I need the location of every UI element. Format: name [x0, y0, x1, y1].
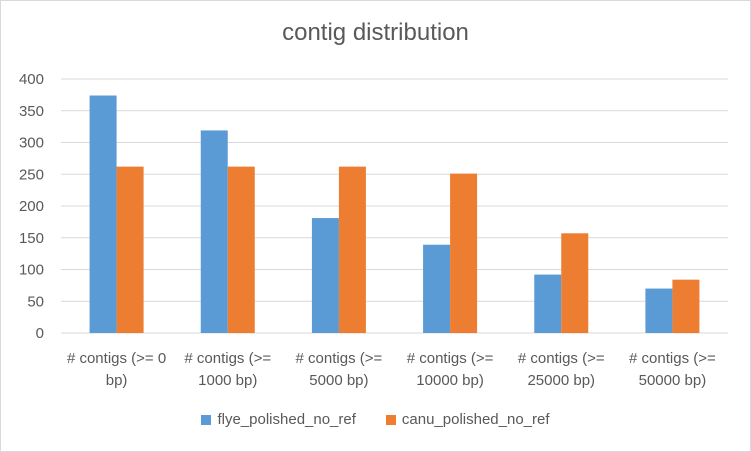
bar-flye — [311, 218, 339, 333]
y-tick-label: 150 — [19, 230, 44, 247]
x-category-label: # contigs (>= 0 — [67, 350, 166, 367]
legend-label-flye: flye_polished_no_ref — [217, 411, 356, 428]
y-tick-label: 50 — [27, 293, 44, 310]
chart-title: contig distribution — [282, 19, 469, 46]
bar-flye — [423, 244, 451, 333]
bar-canu — [450, 173, 478, 333]
y-tick-label: 250 — [19, 166, 44, 183]
bar-canu — [116, 166, 144, 333]
bar-flye — [645, 288, 673, 333]
legend-swatch-flye — [201, 414, 212, 425]
bar-flye — [534, 274, 562, 333]
x-category-label: 25000 bp) — [527, 372, 595, 389]
x-category-label: # contigs (>= — [407, 350, 494, 367]
legend-item-flye: flye_polished_no_ref — [201, 411, 356, 428]
x-category-label: 50000 bp) — [639, 372, 707, 389]
bar-canu — [672, 279, 700, 333]
bar-canu — [227, 166, 255, 333]
y-tick-label: 100 — [19, 262, 44, 279]
y-tick-label: 350 — [19, 103, 44, 120]
y-tick-label: 300 — [19, 135, 44, 152]
x-category-label: bp) — [106, 372, 128, 389]
legend-label-canu: canu_polished_no_ref — [401, 411, 550, 428]
y-tick-label: 0 — [36, 325, 44, 342]
x-category-label: # contigs (>= — [184, 350, 271, 367]
legend: flye_polished_no_ref canu_polished_no_re… — [1, 411, 750, 428]
x-category-label: 10000 bp) — [416, 372, 484, 389]
bar-flye — [89, 95, 117, 333]
legend-swatch-canu — [385, 414, 396, 425]
bar-canu — [338, 166, 366, 333]
x-category-label: # contigs (>= — [629, 350, 716, 367]
x-category-label: 1000 bp) — [198, 372, 257, 389]
x-category-label: 5000 bp) — [309, 372, 368, 389]
y-tick-label: 400 — [19, 71, 44, 88]
x-category-label: # contigs (>= — [518, 350, 605, 367]
x-category-label: # contigs (>= — [296, 350, 383, 367]
bar-flye — [200, 130, 228, 333]
bar-canu — [561, 233, 589, 333]
y-tick-label: 200 — [19, 198, 44, 215]
legend-item-canu: canu_polished_no_ref — [385, 411, 550, 428]
